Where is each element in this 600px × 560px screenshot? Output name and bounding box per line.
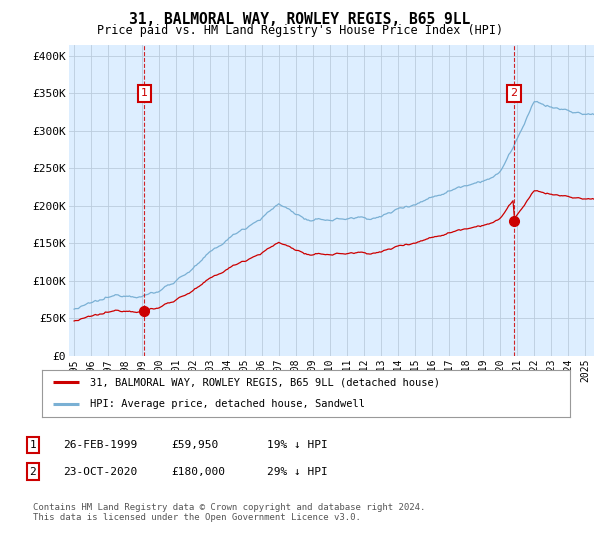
Text: HPI: Average price, detached house, Sandwell: HPI: Average price, detached house, Sand…	[89, 399, 365, 409]
Text: Price paid vs. HM Land Registry's House Price Index (HPI): Price paid vs. HM Land Registry's House …	[97, 24, 503, 36]
Text: 2: 2	[29, 466, 37, 477]
Text: £180,000: £180,000	[171, 466, 225, 477]
Text: 1: 1	[29, 440, 37, 450]
Text: 29% ↓ HPI: 29% ↓ HPI	[267, 466, 328, 477]
Text: 31, BALMORAL WAY, ROWLEY REGIS, B65 9LL (detached house): 31, BALMORAL WAY, ROWLEY REGIS, B65 9LL …	[89, 377, 440, 388]
Text: Contains HM Land Registry data © Crown copyright and database right 2024.
This d: Contains HM Land Registry data © Crown c…	[33, 503, 425, 522]
Text: 23-OCT-2020: 23-OCT-2020	[63, 466, 137, 477]
Text: 19% ↓ HPI: 19% ↓ HPI	[267, 440, 328, 450]
Text: 31, BALMORAL WAY, ROWLEY REGIS, B65 9LL: 31, BALMORAL WAY, ROWLEY REGIS, B65 9LL	[130, 12, 470, 27]
Text: 2: 2	[511, 88, 517, 99]
Text: 26-FEB-1999: 26-FEB-1999	[63, 440, 137, 450]
Text: 1: 1	[141, 88, 148, 99]
Text: £59,950: £59,950	[171, 440, 218, 450]
